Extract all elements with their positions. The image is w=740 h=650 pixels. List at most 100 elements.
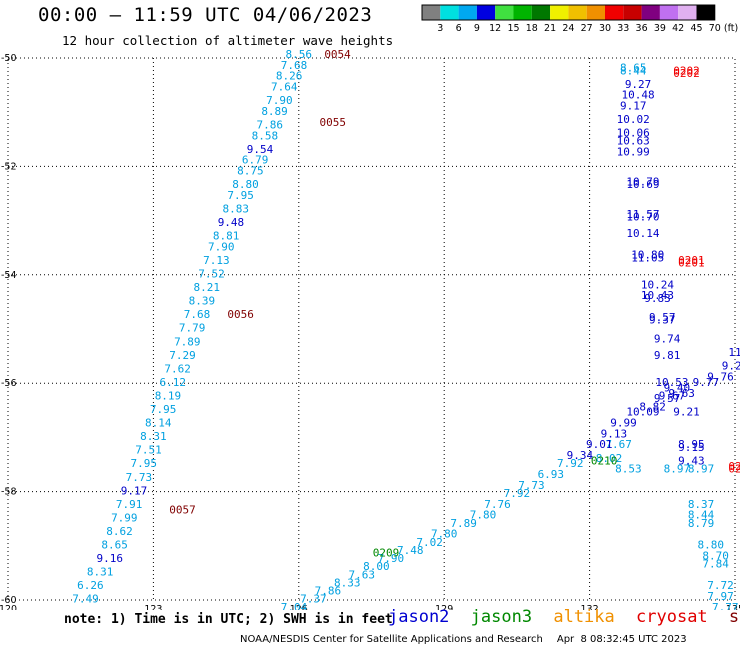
credit-text: NOAA/NESDIS Center for Satellite Applica… <box>240 634 543 645</box>
data-label: 10.48 <box>622 89 655 102</box>
data-label: 7.72 <box>707 579 734 592</box>
data-label: 9.77 <box>693 376 720 389</box>
colorbar-label: 6 <box>456 23 462 34</box>
y-tick-label: -60 <box>1 595 17 606</box>
data-label: 0201 <box>678 254 705 267</box>
colorbar-label: 18 <box>526 23 538 34</box>
legend-cryosat: cryosat <box>636 607 708 627</box>
data-label: 7.51 <box>135 444 162 457</box>
colorbar-label: 33 <box>617 23 629 34</box>
x-tick-label: 126 <box>290 604 308 610</box>
data-label: 7.90 <box>266 94 293 107</box>
x-tick-label: 132 <box>581 604 599 610</box>
data-label: 7.29 <box>169 349 196 362</box>
data-label: 8.56 <box>286 48 313 61</box>
data-label: 7.77 <box>712 601 739 610</box>
data-label: 9.13 <box>601 427 628 440</box>
data-label: 7.55 <box>266 609 293 610</box>
data-label: 9.27 <box>625 78 652 91</box>
data-label: 7.89 <box>174 335 201 348</box>
data-label: 11.05 <box>631 251 664 264</box>
data-label: 0056 <box>227 308 254 321</box>
generation-timestamp: Apr 8 08:32:45 UTC 2023 <box>556 634 687 645</box>
colorbar-swatch <box>440 5 459 20</box>
data-label: 8.80 <box>232 178 259 191</box>
colorbar-swatch <box>495 5 514 20</box>
data-label: 8.19 <box>155 389 182 402</box>
data-label: 8.79 <box>688 517 715 530</box>
data-label: 0057 <box>169 503 196 516</box>
data-label: 10.53 <box>655 376 688 389</box>
data-label: 0054 <box>324 48 351 61</box>
data-label: 0209 <box>373 547 400 560</box>
data-label: 7.91 <box>116 498 143 511</box>
data-label: 8.81 <box>213 230 240 243</box>
colorbar-label: 42 <box>672 23 684 34</box>
data-label: 7.37 <box>300 593 327 606</box>
colorbar-label: 9 <box>474 23 480 34</box>
colorbar-label: 15 <box>507 23 519 34</box>
altimeter-wave-chart: 3 6 9 12 15 18 21 24 27 30 33 36 39 42 45 70 (ft) 120 123… <box>0 4 740 610</box>
chart-grid <box>7 57 736 601</box>
data-label: 7.89 <box>450 517 477 530</box>
x-tick-label: 129 <box>435 604 453 610</box>
legend-altika: altika <box>553 607 615 627</box>
data-label: 9.76 <box>707 370 734 383</box>
data-label: 7.92 <box>557 457 584 470</box>
data-label: 7.02 <box>416 536 443 549</box>
data-label: 9.83 <box>644 292 671 305</box>
data-label: 10.99 <box>617 146 650 159</box>
data-label: 7.49 <box>72 593 99 606</box>
data-label: 8.26 <box>276 70 303 83</box>
colorbar-swatch <box>678 5 697 20</box>
data-label: 9.40 <box>664 381 691 394</box>
data-label: 0055 <box>319 116 346 129</box>
data-label: 9.63 <box>668 387 695 400</box>
data-label: 0202 <box>673 67 700 80</box>
colorbar-label: 36 <box>636 23 648 34</box>
y-tick-label: -52 <box>1 161 17 172</box>
data-label: 7.79 <box>179 322 206 335</box>
data-label: 7.04 <box>281 601 308 610</box>
data-label: 10.06 <box>617 127 650 140</box>
data-label: 8.80 <box>698 539 725 552</box>
legend-s3a: s3a <box>728 607 740 627</box>
y-tick-label: -58 <box>1 487 17 498</box>
data-label: 8.70 <box>702 549 729 562</box>
credit-line: NOAA/NESDIS Center for Satellite Applica… <box>240 634 687 645</box>
colorbar-swatch <box>696 5 715 20</box>
data-label: 9.34 <box>567 449 594 462</box>
data-label: 7.62 <box>164 362 191 375</box>
colorbar-label: 39 <box>654 23 666 34</box>
y-tick-label: -54 <box>1 270 17 281</box>
data-label: 7.90 <box>208 240 235 253</box>
colorbar-swatch <box>422 5 441 20</box>
data-label: 9.74 <box>654 333 681 346</box>
data-label: 7.95 <box>130 457 157 470</box>
data-label: 8.14 <box>145 417 172 430</box>
data-label: 8.31 <box>140 430 167 443</box>
data-label: 9.16 <box>97 552 124 565</box>
data-label: 9.81 <box>654 349 681 362</box>
data-label: 7.52 <box>198 268 225 281</box>
data-label: 7.99 <box>111 511 138 524</box>
data-label: 11.57 <box>626 208 659 221</box>
data-label: 8.83 <box>223 202 250 215</box>
colorbar-legend: 3 6 9 12 15 18 21 24 27 30 33 36 39 42 45 70 (ft) <box>421 4 738 34</box>
data-label: 10.24 <box>641 278 674 291</box>
data-label: 8.58 <box>252 129 279 142</box>
colorbar-frame <box>421 4 716 21</box>
data-label: 8.53 <box>615 463 642 476</box>
data-label: 6.12 <box>160 376 187 389</box>
data-label: 9.43 <box>678 455 705 468</box>
data-label: 7.73 <box>518 479 545 492</box>
colorbar-label: 24 <box>562 23 574 34</box>
data-label: 7.95 <box>227 189 254 202</box>
x-tick-label: 120 <box>0 604 17 610</box>
data-label: 8.44 <box>688 509 715 522</box>
data-label: 8.95 <box>678 438 705 451</box>
x-tick-label: 123 <box>144 604 162 610</box>
data-label: 10.63 <box>617 135 650 148</box>
data-label: 6.93 <box>538 468 565 481</box>
data-label: 7.86 <box>315 585 342 598</box>
